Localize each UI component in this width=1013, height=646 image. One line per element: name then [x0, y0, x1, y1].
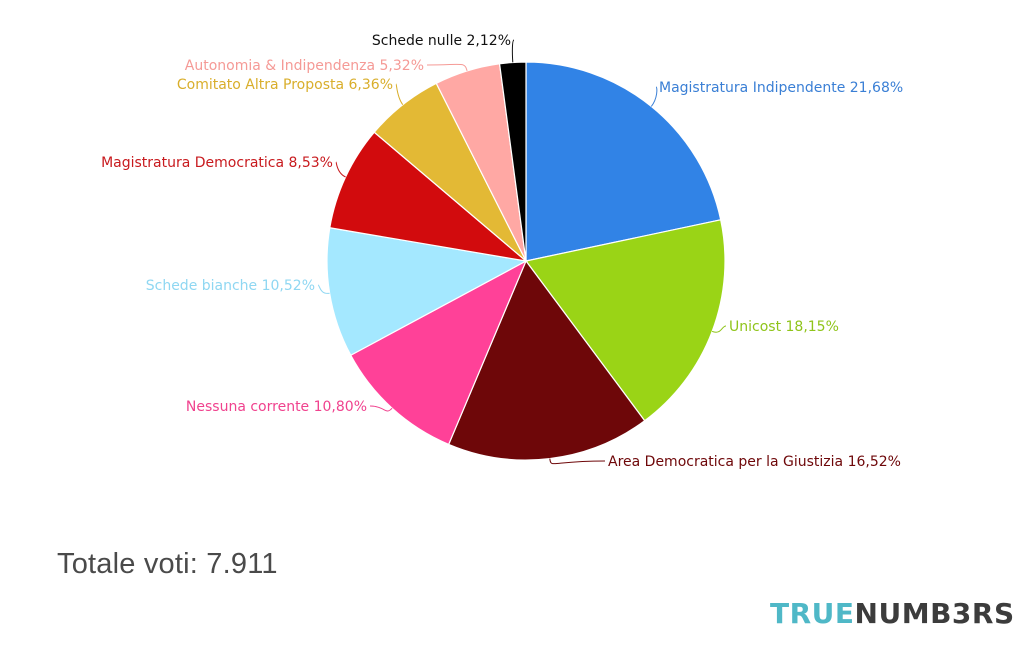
- brand-part-true: TRUE: [770, 597, 855, 630]
- slice-label: Magistratura Indipendente 21,68%: [659, 80, 903, 96]
- label-connector: [335, 161, 346, 178]
- slice-label: Magistratura Democratica 8,53%: [101, 155, 333, 171]
- brand-part-numbers: NUMB3RS: [854, 597, 1013, 630]
- label-connector: [317, 284, 330, 294]
- slice-label: Autonomia & Indipendenza 5,32%: [185, 58, 424, 74]
- slice-label: Unicost 18,15%: [729, 319, 839, 335]
- pie-slice: [326, 227, 528, 357]
- brand-logo: TRUENUMB3RS: [770, 597, 1013, 630]
- slice-label: Area Democratica per la Giustizia 16,52%: [608, 454, 901, 470]
- slice-label: Schede nulle 2,12%: [372, 33, 511, 49]
- slice-label: Schede bianche 10,52%: [146, 278, 315, 294]
- label-connector: [711, 325, 727, 333]
- label-connector: [511, 39, 515, 63]
- pie-slice: [447, 259, 646, 461]
- label-connector: [549, 458, 606, 465]
- slice-label: Nessuna corrente 10,80%: [186, 399, 367, 415]
- pie-slice: [498, 61, 527, 262]
- label-connector: [369, 405, 393, 412]
- label-connector: [395, 83, 404, 106]
- slice-label: Comitato Altra Proposta 6,36%: [177, 77, 393, 93]
- label-connector: [426, 63, 468, 72]
- label-connector: [650, 86, 658, 107]
- total-votes: Totale voti: 7.911: [57, 548, 278, 580]
